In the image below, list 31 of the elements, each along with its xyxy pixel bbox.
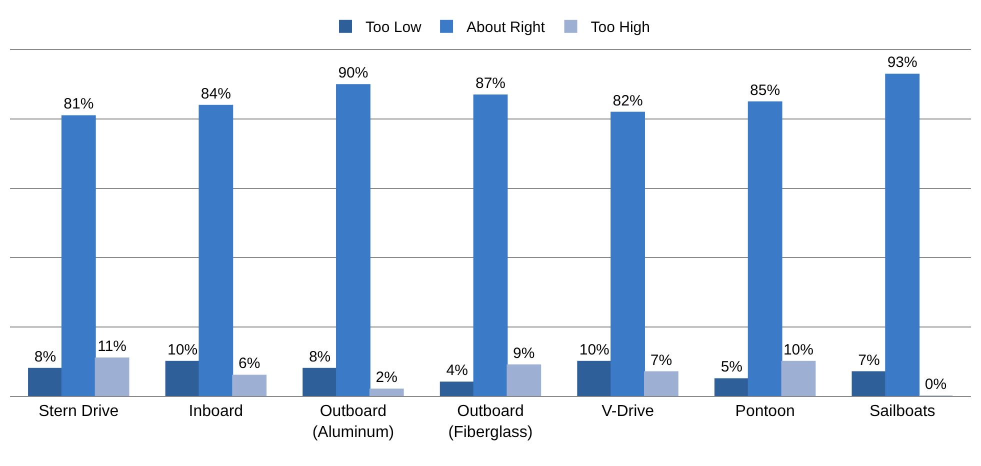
data-label: 85% (750, 82, 780, 99)
data-label: 84% (200, 85, 231, 102)
data-label: 10% (168, 341, 198, 358)
x-tick-label: Pontoon (735, 403, 795, 420)
x-tick-label: Inboard (188, 403, 244, 420)
data-label: 82% (612, 92, 643, 110)
data-label: 11% (98, 338, 127, 355)
data-label: 4% (446, 362, 468, 380)
data-label: 2% (376, 369, 398, 386)
data-label: 7% (858, 352, 880, 369)
x-tick-label: Stern Drive (38, 403, 119, 420)
data-label: 0% (924, 376, 947, 393)
legend-label: Too High (590, 19, 650, 36)
data-label: 87% (475, 74, 506, 92)
data-label: 5% (720, 358, 743, 376)
data-label: 93% (887, 54, 918, 72)
data-label: 9% (513, 344, 535, 362)
data-label: 10% (579, 341, 610, 358)
legend-label: Too Low (366, 19, 422, 36)
data-label: 6% (238, 355, 260, 372)
data-label: 7% (650, 352, 672, 369)
data-label: 81% (64, 96, 94, 113)
data-label: 8% (308, 348, 331, 366)
data-label: 8% (34, 348, 56, 366)
data-label: 90% (338, 64, 368, 82)
legend-label: About Right (466, 19, 546, 36)
x-tick-label: Outboard (Fiberglass) (448, 403, 533, 441)
data-label: 10% (783, 341, 814, 358)
x-tick-label: V-Drive (602, 403, 654, 420)
x-tick-label: Outboard (Aluminum) (312, 403, 394, 441)
x-tick-label: Sailboats (869, 403, 936, 420)
